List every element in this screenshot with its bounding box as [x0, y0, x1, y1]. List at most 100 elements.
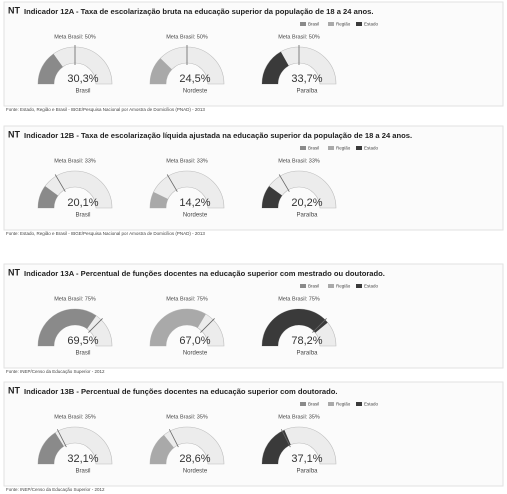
target-marker: [200, 318, 215, 333]
target-label: Meta Brasil: 50%: [166, 34, 208, 40]
legend-swatch: [356, 146, 362, 150]
legend-label: Brasil: [308, 22, 319, 27]
legend-swatch: [356, 402, 362, 406]
target-marker: [280, 429, 291, 448]
panel: NT Indicador 12A - Taxa de escolarização …: [3, 1, 504, 112]
value-label: 28,6%: [179, 453, 210, 465]
legend-swatch: [328, 402, 334, 406]
category-label: Paraíba: [296, 351, 318, 357]
target-label: Meta Brasil: 35%: [278, 414, 320, 420]
panel: NT Indicador 12B - Taxa de escolarização …: [3, 125, 504, 236]
target-marker: [166, 174, 178, 192]
gauge-fill: [262, 51, 289, 84]
target-label: Meta Brasil: 75%: [54, 296, 96, 302]
source: Fonte: INEP/Censo da Educação Superior -…: [6, 369, 105, 374]
value-label: 67,0%: [179, 335, 210, 347]
legend-label: Brasil: [308, 284, 319, 289]
category-label: Nordeste: [183, 351, 208, 357]
source: Fonte: INEP/Censo da Educação Superior -…: [6, 487, 105, 492]
target-marker: [168, 429, 179, 448]
panel-title: Indicador 12B - Taxa de escolarização lí…: [24, 131, 412, 140]
logo: NT: [8, 267, 20, 277]
legend-swatch: [328, 146, 334, 150]
gauge-fill: [38, 53, 63, 84]
gauge-track: [149, 46, 225, 85]
target-label: Meta Brasil: 50%: [278, 34, 320, 40]
legend-swatch: [300, 284, 306, 288]
legend-swatch: [356, 22, 362, 26]
value-label: 32,1%: [67, 453, 98, 465]
category-label: Paraíba: [296, 213, 318, 219]
logo: NT: [8, 385, 20, 395]
target-label: Meta Brasil: 35%: [54, 414, 96, 420]
category-label: Brasil: [75, 351, 90, 357]
legend-label: Região: [336, 22, 351, 27]
value-label: 20,1%: [67, 197, 98, 209]
legend-label: Brasil: [308, 402, 319, 407]
category-label: Paraíba: [296, 469, 318, 475]
legend-swatch: [328, 22, 334, 26]
value-label: 20,2%: [291, 197, 322, 209]
target-label: Meta Brasil: 50%: [54, 34, 96, 40]
value-label: 37,1%: [291, 453, 322, 465]
gauge-fill: [38, 186, 59, 208]
category-label: Brasil: [75, 89, 90, 95]
target-marker: [278, 174, 290, 192]
legend-swatch: [300, 22, 306, 26]
category-label: Nordeste: [183, 89, 208, 95]
value-label: 30,3%: [67, 73, 98, 85]
gauge-fill: [262, 429, 291, 464]
legend-label: Região: [336, 402, 351, 407]
panel-title: Indicador 12A - Taxa de escolarização br…: [24, 7, 373, 16]
legend-swatch: [328, 284, 334, 288]
gauge-fill: [262, 186, 283, 208]
gauge-fill: [150, 192, 169, 208]
target-marker: [54, 174, 66, 192]
gauge-fill: [262, 309, 328, 346]
legend-label: Região: [336, 146, 351, 151]
target-label: Meta Brasil: 33%: [278, 158, 320, 164]
source: Fonte: Estado, Região e Brasil - IBGE/Pe…: [6, 231, 205, 236]
legend-label: Estado: [364, 402, 379, 407]
value-label: 69,5%: [67, 335, 98, 347]
target-label: Meta Brasil: 75%: [166, 296, 208, 302]
target-label: Meta Brasil: 75%: [278, 296, 320, 302]
legend-label: Estado: [364, 22, 379, 27]
legend-swatch: [300, 146, 306, 150]
target-marker: [88, 318, 103, 333]
value-label: 24,5%: [179, 73, 210, 85]
gauge-fill: [150, 58, 172, 84]
gauge-fill: [150, 309, 206, 346]
logo: NT: [8, 5, 20, 15]
panel-title: Indicador 13B - Percentual de funções do…: [24, 387, 338, 396]
legend-label: Estado: [364, 146, 379, 151]
target-label: Meta Brasil: 33%: [54, 158, 96, 164]
target-label: Meta Brasil: 35%: [166, 414, 208, 420]
logo: NT: [8, 129, 20, 139]
value-label: 33,7%: [291, 73, 322, 85]
legend-label: Estado: [364, 284, 379, 289]
target-label: Meta Brasil: 33%: [166, 158, 208, 164]
gauge-fill: [150, 435, 174, 464]
value-label: 78,2%: [291, 335, 322, 347]
panel: NT Indicador 13B - Percentual de funções …: [3, 381, 504, 492]
legend-label: Região: [336, 284, 351, 289]
target-marker: [312, 318, 327, 333]
gauge-fill: [38, 432, 64, 464]
gauge-track: [149, 426, 225, 465]
legend-swatch: [356, 284, 362, 288]
category-label: Brasil: [75, 213, 90, 219]
panel: NT Indicador 13A - Percentual de funções …: [3, 263, 504, 374]
legend-swatch: [300, 402, 306, 406]
panel-title: Indicador 13A - Percentual de funções do…: [24, 269, 385, 278]
category-label: Paraíba: [296, 89, 318, 95]
target-marker: [56, 429, 67, 448]
value-label: 14,2%: [179, 197, 210, 209]
legend-label: Brasil: [308, 146, 319, 151]
category-label: Nordeste: [183, 469, 208, 475]
category-label: Brasil: [75, 469, 90, 475]
category-label: Nordeste: [183, 213, 208, 219]
source: Fonte: Estado, Região e Brasil - IBGE/Pe…: [6, 107, 205, 112]
gauge-fill: [38, 309, 97, 346]
